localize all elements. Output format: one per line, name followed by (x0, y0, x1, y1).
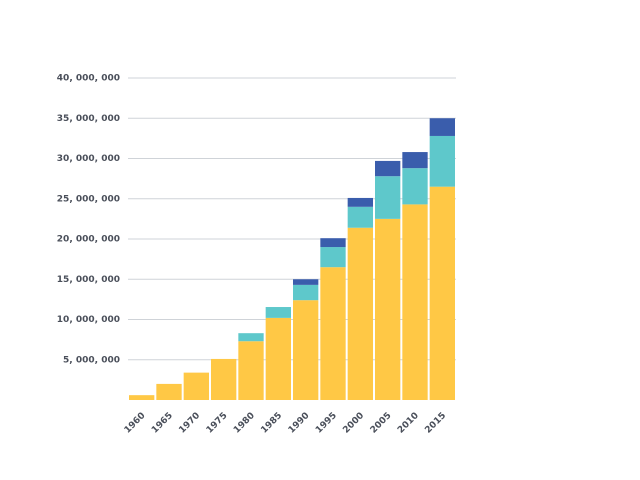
x-tick-label: 1985 (259, 411, 284, 436)
x-tick-label: 2015 (423, 411, 448, 436)
y-tick-label: 20, 000, 000 (57, 235, 120, 245)
bar-segment (293, 279, 319, 285)
y-tick-label: 30, 000, 000 (57, 154, 120, 164)
x-tick-label: 1995 (314, 411, 339, 436)
x-tick-label: 1960 (123, 411, 148, 436)
bar-segment (429, 118, 455, 136)
bar-segment (320, 238, 346, 248)
x-tick-label: 1990 (287, 411, 312, 436)
bar-segment (375, 176, 401, 219)
bar-segment (238, 341, 264, 400)
y-tick-label: 35, 000, 000 (57, 114, 120, 124)
bar-segment (375, 218, 401, 400)
x-tick-label: 1970 (177, 411, 202, 436)
y-tick-label: 15, 000, 000 (57, 275, 120, 285)
y-tick-label: 40, 000, 000 (57, 74, 120, 84)
bar-segment (347, 206, 373, 228)
x-tick-label: 1965 (150, 411, 175, 436)
x-tick-label: 2000 (341, 411, 366, 436)
bar-segment (156, 383, 182, 400)
bar-segment (375, 160, 401, 177)
y-tick-label: 25, 000, 000 (57, 194, 120, 204)
bar-segment (429, 186, 455, 400)
bar-segment (293, 300, 319, 400)
bar-segment (347, 227, 373, 400)
y-tick-label: 5, 000, 000 (63, 355, 120, 365)
bar-segment (129, 395, 155, 400)
y-tick-label: 10, 000, 000 (57, 315, 120, 325)
x-tick-label: 1980 (232, 411, 257, 436)
bar-segment (429, 135, 455, 187)
bar-segment (238, 333, 264, 342)
bar-segment (211, 358, 237, 400)
bar-segment (265, 307, 291, 318)
x-tick-label: 2005 (369, 411, 394, 436)
bar-segment (320, 267, 346, 400)
bar-segment (183, 372, 209, 400)
x-tick-label: 2010 (396, 411, 421, 436)
bar-segment (402, 168, 428, 205)
bar-segment (402, 204, 428, 400)
bar-segment (293, 284, 319, 301)
bar-segment (320, 247, 346, 268)
bar-segment (347, 197, 373, 207)
bar-segment (402, 152, 428, 169)
x-tick-label: 1975 (205, 411, 230, 436)
bar-segment (265, 317, 291, 400)
